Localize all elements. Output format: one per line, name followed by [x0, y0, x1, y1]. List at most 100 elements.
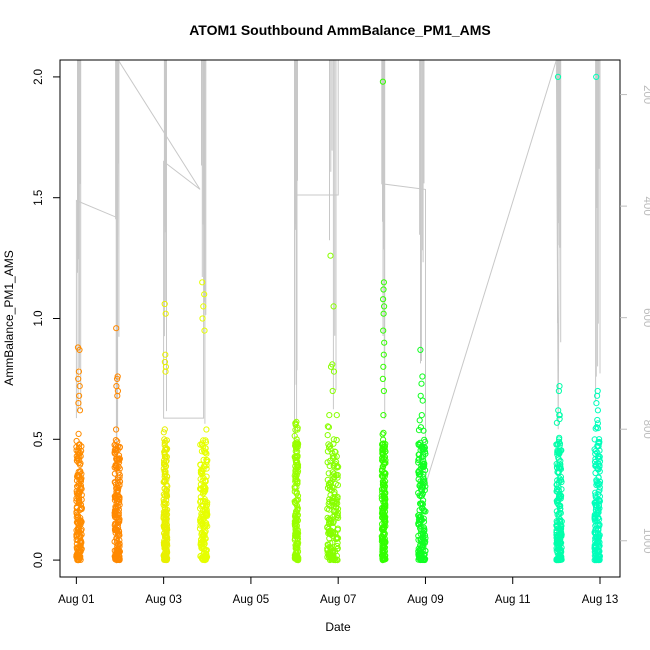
data-point [161, 461, 168, 468]
data-point [596, 480, 603, 488]
data-point [419, 556, 427, 564]
data-point [162, 458, 169, 465]
data-point [77, 453, 84, 460]
data-point [112, 437, 120, 444]
y-tick-label: 0.0 [33, 552, 45, 568]
data-point-outlier [199, 315, 206, 322]
data-point [76, 474, 83, 481]
data-point [334, 474, 341, 481]
data-point [596, 463, 603, 470]
data-point [161, 426, 168, 433]
data-point [596, 522, 603, 529]
data-point [325, 424, 332, 431]
data-point [161, 540, 168, 547]
data-point [293, 540, 301, 547]
data-point [416, 417, 423, 424]
data-point [596, 447, 603, 454]
data-point-outlier [418, 412, 425, 419]
data-point [113, 426, 120, 433]
data-point [592, 550, 599, 557]
data-point-outlier [418, 380, 425, 387]
data-point [327, 503, 334, 510]
data-point [333, 504, 340, 511]
data-point [553, 538, 561, 545]
data-point-outlier [594, 392, 601, 399]
data-point [331, 454, 338, 461]
data-point [596, 484, 603, 491]
data-point-outlier [199, 279, 206, 286]
data-point [553, 556, 560, 563]
data-point [201, 498, 208, 505]
data-point [114, 476, 121, 483]
x-axis-label: Date [325, 620, 351, 634]
data-point-outlier [114, 392, 121, 399]
data-point [592, 450, 599, 457]
data-point [596, 478, 604, 485]
data-point [164, 483, 171, 490]
data-point [416, 514, 423, 521]
data-point-outlier [379, 78, 386, 85]
data-point [327, 442, 334, 449]
data-point [330, 440, 337, 447]
data-point [198, 448, 205, 455]
data-point [73, 447, 80, 454]
data-point-outlier [381, 303, 388, 310]
data-point [293, 519, 300, 526]
data-point-outlier [380, 351, 387, 358]
data-point [294, 461, 302, 469]
data-point [202, 437, 209, 444]
data-point [596, 440, 603, 447]
data-point [415, 440, 422, 448]
data-point [114, 474, 122, 481]
data-point [592, 447, 599, 455]
data-point [379, 534, 386, 541]
data-point [112, 505, 119, 512]
data-point [416, 471, 423, 478]
data-point [293, 545, 300, 552]
data-point [332, 548, 339, 555]
data-point [163, 500, 170, 507]
data-point [419, 443, 426, 450]
data-point [380, 429, 387, 436]
data-point [420, 518, 428, 525]
data-point [593, 540, 601, 547]
data-point [592, 529, 599, 536]
overlay-line-group [75, 60, 601, 564]
data-point [291, 432, 298, 439]
data-point [592, 492, 599, 499]
data-point [111, 527, 119, 534]
data-point [380, 412, 387, 419]
data-point [164, 534, 171, 541]
data-point [161, 510, 168, 517]
data-point [557, 525, 564, 532]
data-point [419, 501, 426, 508]
data-point [417, 551, 424, 558]
data-point [596, 455, 603, 463]
chart-title: ATOM1 Southbound AmmBalance_PM1_AMS [189, 22, 491, 38]
data-point-outlier [201, 291, 208, 298]
data-point-outlier [201, 327, 208, 334]
data-point [163, 487, 170, 494]
data-point [420, 537, 427, 545]
data-point [77, 537, 84, 544]
data-point [595, 534, 603, 541]
data-point [198, 468, 205, 475]
data-point [556, 539, 564, 546]
data-point [294, 453, 301, 460]
y2-tick-label: 600 [641, 308, 650, 327]
data-point [324, 547, 331, 554]
data-point [163, 545, 170, 553]
data-point [294, 469, 301, 476]
data-point [203, 506, 210, 514]
data-point [76, 498, 83, 505]
data-point [327, 518, 334, 525]
data-point [75, 482, 83, 489]
data-point-outlier [380, 296, 387, 303]
data-point [553, 441, 560, 448]
data-point-outlier [113, 325, 120, 332]
data-point [293, 489, 300, 496]
data-point-outlier [593, 424, 600, 431]
data-point-outlier [330, 368, 338, 375]
data-point [73, 540, 81, 548]
data-point [200, 437, 207, 444]
